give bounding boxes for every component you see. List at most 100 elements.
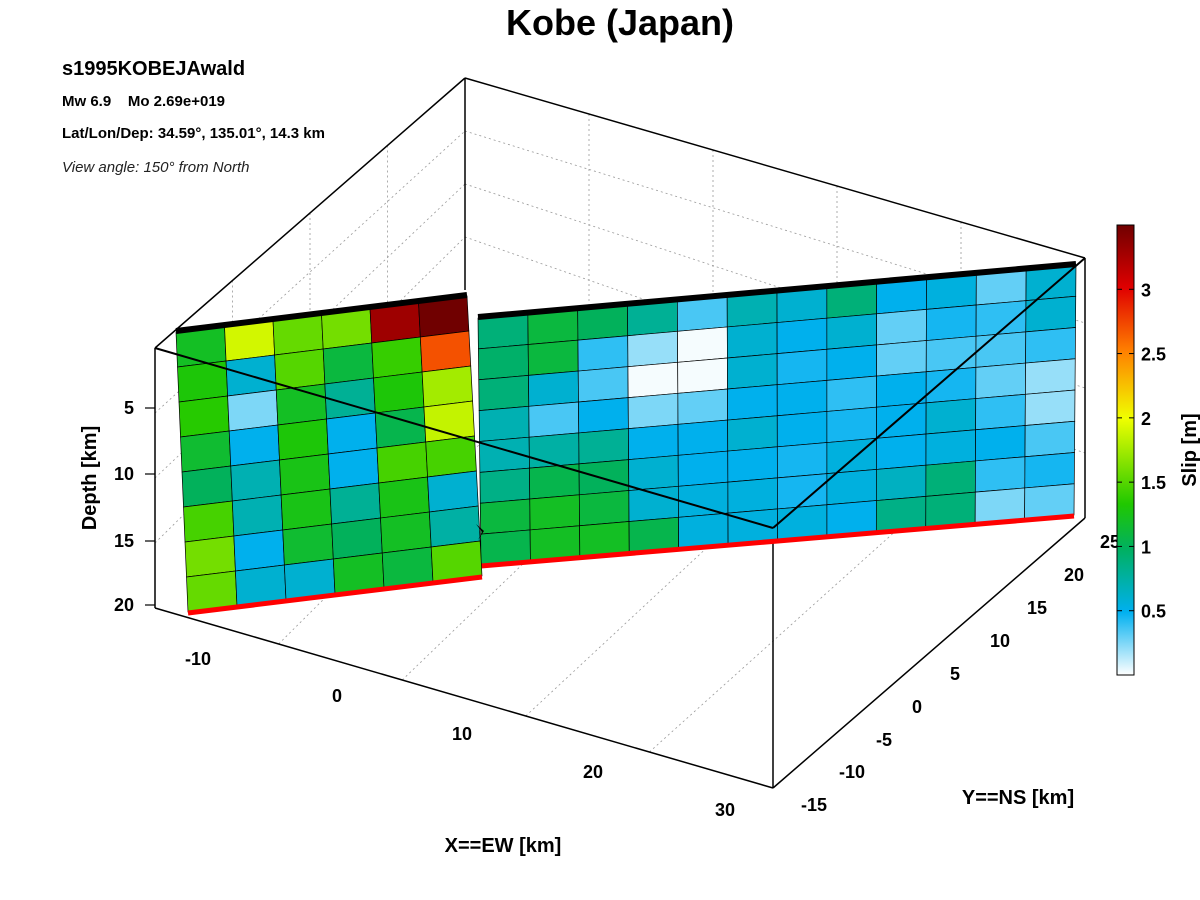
slip-patch bbox=[826, 375, 877, 412]
slip-patch bbox=[430, 540, 483, 583]
slip-patch bbox=[578, 428, 629, 465]
z-tick-label: 15 bbox=[114, 531, 134, 551]
slip-patch bbox=[677, 326, 728, 363]
slip-patch bbox=[427, 470, 479, 513]
y-tick-label: 25 bbox=[1100, 532, 1120, 552]
slip-patch bbox=[925, 335, 977, 373]
slip-patch bbox=[274, 348, 326, 391]
box-edge-back-top-right bbox=[464, 77, 1086, 259]
slip-patch bbox=[1024, 452, 1075, 489]
slip-patch bbox=[373, 371, 425, 414]
slip-patch bbox=[776, 348, 828, 386]
slip-patch bbox=[1024, 483, 1075, 520]
slip-patch bbox=[776, 411, 828, 448]
slip-patch bbox=[627, 330, 679, 368]
slip-patch bbox=[527, 339, 579, 376]
slip-patch bbox=[727, 415, 778, 452]
colorbar-label: Slip [m] bbox=[1179, 413, 1200, 486]
slip-patch bbox=[776, 442, 828, 479]
y-tick-label: 10 bbox=[990, 631, 1010, 651]
y-axis-label: Y==NS [km] bbox=[962, 787, 1074, 809]
fault-top-edge bbox=[477, 261, 1077, 320]
z-axis-ticks: 5 10 15 20 bbox=[114, 398, 155, 615]
slip-patch bbox=[280, 488, 332, 531]
chart-title: Kobe (Japan) bbox=[506, 2, 734, 43]
z-tick-label: 10 bbox=[114, 464, 134, 484]
box-edge-top-front-right bbox=[772, 257, 1086, 529]
slip-patch bbox=[227, 389, 279, 432]
slip-patch bbox=[326, 412, 378, 455]
slip-patch bbox=[578, 397, 629, 434]
slip-patch bbox=[231, 494, 284, 537]
slip-patch bbox=[925, 304, 977, 341]
slip-patch bbox=[579, 521, 630, 558]
colorbar-tick-label: 3 bbox=[1141, 280, 1151, 300]
slip-patch bbox=[331, 517, 383, 560]
box-edge-back-top-left bbox=[154, 77, 466, 349]
event-id: s1995KOBEJAwald bbox=[62, 58, 245, 80]
slip-patch bbox=[975, 393, 1026, 431]
slip-patch bbox=[421, 365, 473, 408]
slip-patch bbox=[180, 430, 232, 473]
slip-patch bbox=[628, 454, 679, 491]
slip-patch bbox=[776, 379, 828, 417]
slip-patch bbox=[826, 313, 877, 350]
slip-patch bbox=[627, 392, 679, 430]
y-axis-ticks: -15 -10 -5 0 5 10 15 20 25 bbox=[801, 532, 1120, 815]
slip-patch bbox=[578, 459, 630, 496]
slip-patch bbox=[425, 435, 477, 478]
slip-patch bbox=[279, 453, 331, 496]
z-tick-label: 20 bbox=[114, 595, 134, 615]
colorbar-tick-label: 2.5 bbox=[1141, 345, 1166, 365]
x-tick-label: 0 bbox=[332, 686, 342, 706]
slip-patch bbox=[1025, 358, 1076, 395]
colorbar-tick-label: 0.5 bbox=[1141, 602, 1166, 622]
slip-patch bbox=[677, 419, 729, 456]
slip-patch bbox=[529, 525, 581, 562]
z-tick-label: 5 bbox=[124, 398, 134, 418]
fault-bottom-edge bbox=[480, 513, 1075, 569]
slip-patch bbox=[577, 335, 629, 372]
slip-patch bbox=[181, 465, 233, 508]
slip-patch bbox=[578, 490, 630, 527]
slip-patch bbox=[228, 424, 280, 467]
slip-patch bbox=[1024, 420, 1076, 458]
slip-patch bbox=[277, 418, 329, 461]
slip-patch bbox=[974, 487, 1026, 524]
slip-patch bbox=[727, 353, 778, 390]
slip-patch bbox=[628, 423, 679, 460]
slip-patch bbox=[329, 482, 381, 525]
slip-patch bbox=[677, 388, 728, 425]
slip-patch bbox=[282, 523, 334, 566]
slip-patch bbox=[727, 384, 778, 421]
colorbar-tick-label: 1 bbox=[1141, 537, 1151, 557]
slip-patch bbox=[479, 498, 531, 535]
slip-patch bbox=[826, 406, 877, 443]
slip-patch bbox=[975, 362, 1026, 399]
slip-patch bbox=[479, 467, 531, 504]
slip-patch bbox=[577, 366, 629, 403]
slip-patch bbox=[322, 342, 374, 385]
slip-patch bbox=[975, 331, 1027, 368]
x-tick-label: 20 bbox=[583, 762, 603, 782]
axis-box-front bbox=[154, 257, 1086, 529]
slip-patch bbox=[677, 357, 728, 394]
colorbar bbox=[1116, 224, 1135, 676]
slip-patch bbox=[184, 535, 236, 578]
slip-patch bbox=[925, 491, 976, 528]
magnitude-line: Mw 6.9 Mo 2.69e+019 bbox=[62, 93, 225, 110]
slip-patch bbox=[1025, 327, 1076, 364]
box-edge-bottom-front-left bbox=[154, 607, 774, 789]
y-tick-label: -15 bbox=[801, 795, 827, 815]
slip-patch bbox=[429, 505, 481, 548]
grid-line bbox=[525, 426, 838, 717]
slip-patch bbox=[374, 406, 427, 449]
slip-patch bbox=[925, 460, 976, 497]
colorbar-ticks: 0.5 1 1.5 2 2.5 3 bbox=[1117, 280, 1166, 622]
x-axis-label: X==EW [km] bbox=[445, 835, 562, 857]
slip-patch bbox=[528, 370, 579, 407]
colorbar-tick-label: 2 bbox=[1141, 409, 1151, 429]
y-tick-label: 15 bbox=[1027, 598, 1047, 618]
slip-patch bbox=[925, 429, 976, 466]
slip-patch bbox=[727, 446, 778, 483]
